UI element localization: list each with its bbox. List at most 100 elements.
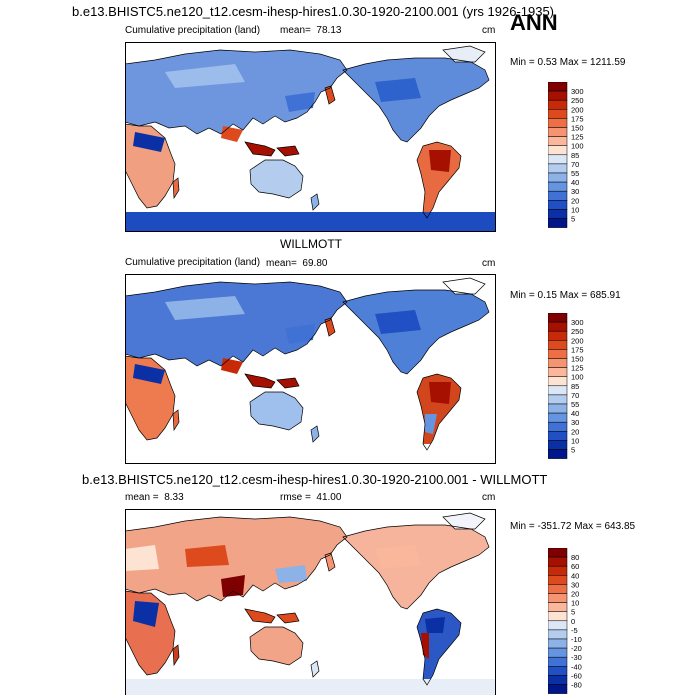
colorbar-tick-label: 10 (571, 599, 579, 608)
coastline (244, 608, 300, 624)
colorbar-tick-label: -10 (571, 635, 582, 644)
colorbar-tick-label: 125 (571, 133, 584, 142)
panel2-mean-label: mean= (266, 258, 297, 269)
colorbar-swatch (548, 584, 568, 594)
colorbar-swatch (548, 666, 568, 676)
colorbar-tick-label: 20 (571, 427, 579, 436)
panel2-minmax: Min = 0.15 Max = 685.91 (510, 290, 621, 301)
colorbar-swatch (548, 82, 568, 92)
field-patch (165, 296, 245, 320)
land-region-northAmerica (343, 525, 489, 609)
colorbar-tick-label: 300 (571, 87, 584, 96)
colorbar-swatch (548, 209, 568, 219)
colorbar-swatch (548, 190, 568, 201)
panel1-mean-label: mean= (280, 25, 311, 36)
colorbar-tick-label: 30 (571, 418, 579, 427)
land-region-greenland (443, 278, 485, 294)
field-patch (429, 382, 451, 404)
panel2-mean-value: 69.80 (302, 258, 328, 269)
panel2-map (125, 274, 496, 464)
field-patch (221, 575, 245, 597)
colorbar-swatch (548, 99, 568, 110)
land-region-australia (250, 627, 303, 665)
coastline (310, 425, 320, 443)
coastline (324, 317, 336, 337)
colorbar-tick-label: 250 (571, 96, 584, 105)
colorbar-tick-label: 175 (571, 114, 584, 123)
panel1-left-label: Cumulative precipitation (land) (125, 25, 261, 36)
coastline (442, 512, 486, 530)
panel2-title: WILLMOTT (280, 237, 342, 251)
land-region-japan (325, 318, 335, 336)
colorbar-tick-label: 40 (571, 409, 579, 418)
colorbar-swatch (548, 421, 568, 432)
coastline (125, 516, 348, 602)
panel3-mean-value: 8.33 (164, 492, 184, 503)
coastline (125, 49, 348, 135)
colorbar-swatch (548, 394, 568, 405)
colorbar-swatch (548, 181, 568, 192)
field-patch (285, 324, 315, 344)
land-region-antarctica (125, 212, 496, 232)
colorbar-swatch (548, 449, 568, 459)
coastline (342, 57, 490, 143)
colorbar-swatch (548, 556, 568, 567)
field-patch (285, 92, 315, 112)
panel3-rmse: rmse = 41.00 (280, 492, 341, 503)
panel3-mean: mean = 8.33 (125, 492, 184, 503)
land-region-japan (325, 86, 335, 104)
panel3-mean-label: mean = (125, 492, 159, 503)
field-patch (221, 126, 243, 142)
colorbar-swatch (548, 313, 568, 323)
colorbar-swatch (548, 629, 568, 640)
coastline (416, 141, 462, 219)
colorbar-tick-label: 150 (571, 124, 584, 133)
colorbar-tick-label: 70 (571, 160, 579, 169)
land-region-greenland (443, 513, 485, 529)
field-patch (421, 633, 429, 659)
colorbar-tick-label: 250 (571, 327, 584, 336)
field-patch (165, 64, 245, 88)
coastline (310, 193, 320, 211)
colorbar-tick-label: 85 (571, 382, 579, 391)
colorbar-tick-label: 10 (571, 436, 579, 445)
colorbar-tick-label: 85 (571, 151, 579, 160)
field-patch (133, 601, 159, 627)
land-region-northAmerica (343, 290, 489, 374)
land-region-madagascar (173, 178, 179, 198)
coastline (172, 409, 180, 432)
colorbar-tick-label: -60 (571, 671, 582, 680)
colorbar-tick-label: -20 (571, 644, 582, 653)
coastline (442, 45, 486, 63)
colorbar-tick-label: 5 (571, 608, 575, 617)
panel1-units: cm (482, 25, 496, 36)
colorbar-swatch (548, 367, 568, 377)
season-label: ANN (510, 10, 558, 35)
colorbar-tick-label: -80 (571, 681, 582, 690)
field-patch (425, 414, 437, 434)
colorbar-swatch (548, 412, 568, 423)
coastline (442, 277, 486, 295)
colorbar-swatch (548, 565, 568, 576)
colorbar-tick-label: 30 (571, 187, 579, 196)
panel1-title: b.e13.BHISTC5.ne120_t12.cesm-ihesp-hires… (72, 4, 555, 19)
coastline (342, 289, 490, 375)
coastline (249, 626, 304, 666)
coastline (172, 644, 180, 667)
land-region-madagascar (173, 645, 179, 665)
map-frame (125, 274, 496, 464)
coastline (249, 159, 304, 199)
colorbar-tick-label: 80 (571, 553, 579, 562)
colorbar-tick-label: 150 (571, 355, 584, 364)
colorbar-swatch (548, 340, 568, 350)
colorbar-swatch (548, 548, 568, 558)
colorbar-swatch (548, 593, 568, 603)
colorbar-swatch (548, 602, 568, 612)
field-patch (221, 358, 243, 374)
map-frame (125, 42, 496, 232)
land-region-australia (250, 160, 303, 198)
colorbar-tick-label: 55 (571, 400, 579, 409)
colorbar-swatch (548, 684, 568, 694)
